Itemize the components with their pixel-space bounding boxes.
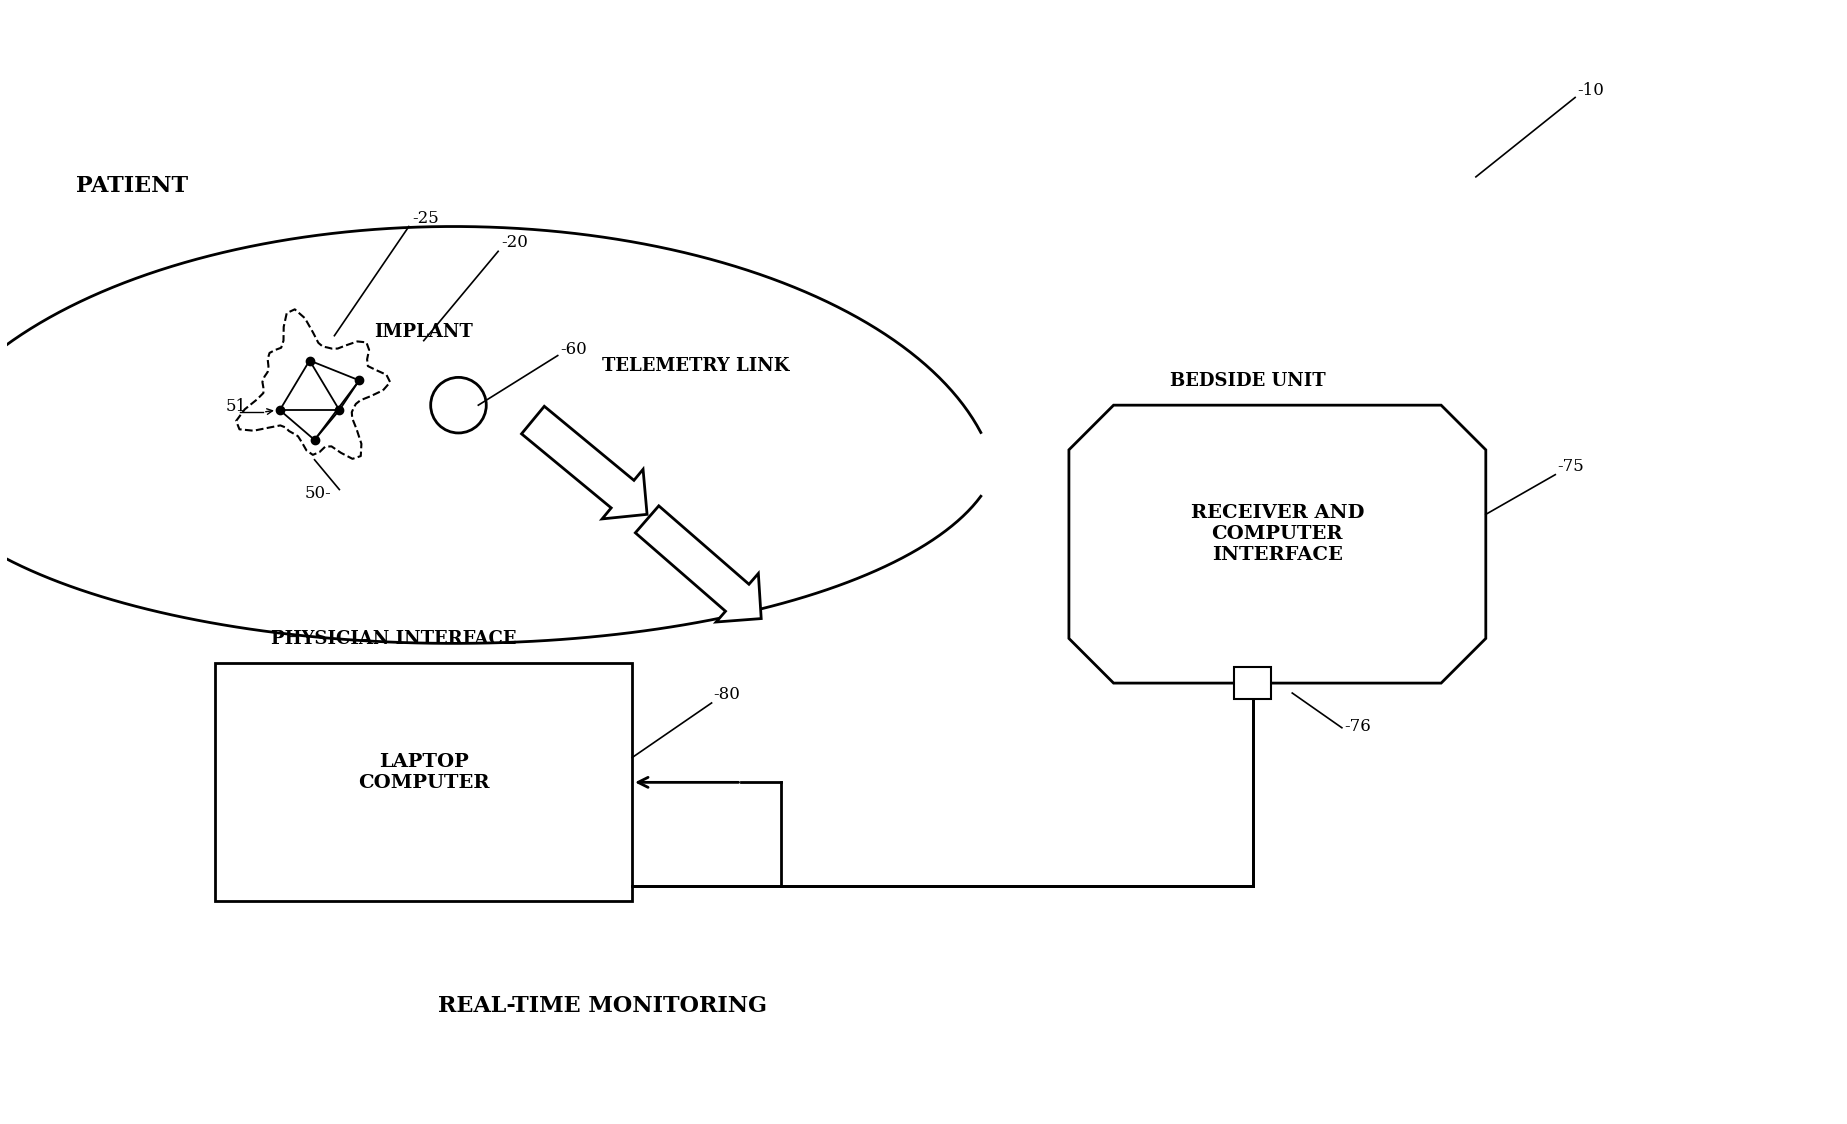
Polygon shape (521, 406, 646, 519)
Bar (216, 663, 632, 901)
Polygon shape (1069, 405, 1485, 683)
Text: TELEMETRY LINK: TELEMETRY LINK (602, 357, 791, 375)
Text: -60: -60 (561, 341, 587, 357)
Polygon shape (635, 506, 761, 622)
Text: LAPTOP
COMPUTER: LAPTOP COMPUTER (358, 753, 489, 791)
Text: -75: -75 (1557, 457, 1585, 474)
Text: -76: -76 (1345, 718, 1370, 735)
Text: IMPLANT: IMPLANT (375, 323, 473, 341)
Bar (1234, 668, 1271, 699)
Text: PATIENT: PATIENT (76, 174, 188, 197)
Text: -20: -20 (501, 234, 528, 252)
Text: BEDSIDE UNIT: BEDSIDE UNIT (1169, 372, 1326, 390)
Text: -10: -10 (1577, 82, 1603, 99)
Text: 51: 51 (225, 398, 246, 415)
Text: -80: -80 (713, 686, 741, 702)
Text: PHYSICIAN INTERFACE: PHYSICIAN INTERFACE (272, 631, 517, 649)
Text: -25: -25 (412, 209, 438, 227)
Text: REAL-TIME MONITORING: REAL-TIME MONITORING (438, 995, 767, 1017)
Text: RECEIVER AND
COMPUTER
INTERFACE: RECEIVER AND COMPUTER INTERFACE (1191, 505, 1365, 564)
Text: 50-: 50- (305, 486, 331, 502)
